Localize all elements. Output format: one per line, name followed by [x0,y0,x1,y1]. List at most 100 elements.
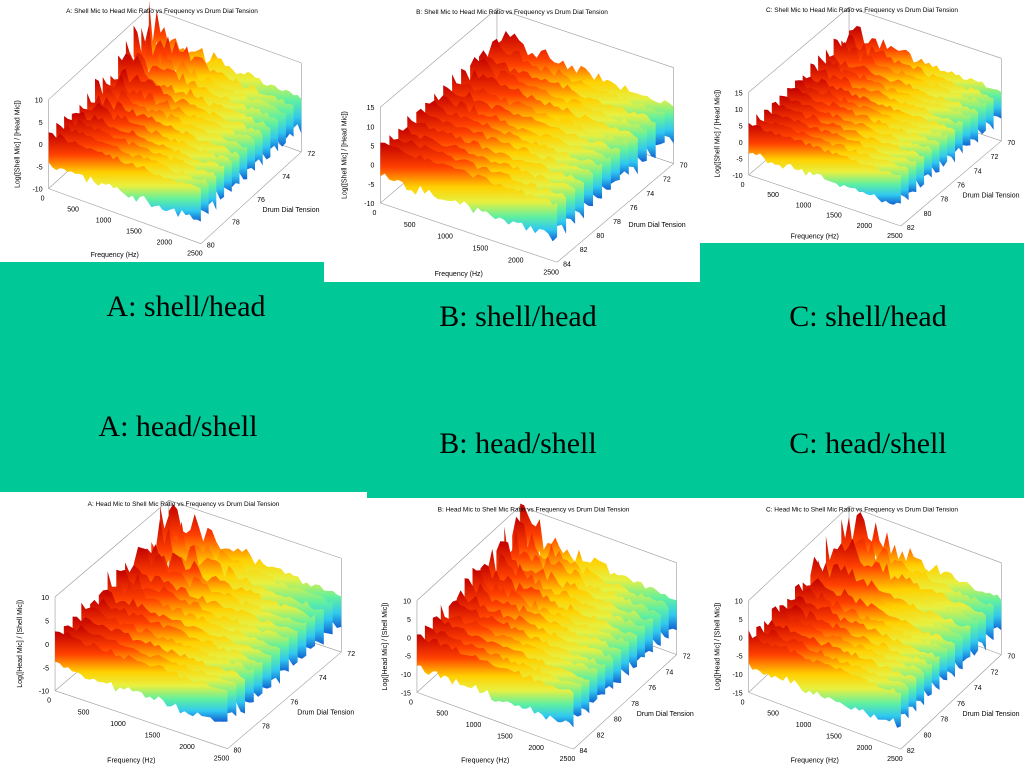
x-tick-label: 500 [67,207,79,214]
x-tick-label: 0 [741,182,745,189]
x-axis-label: Frequency (Hz) [91,252,139,259]
z-tick-label: 15 [735,90,743,97]
axis-line [900,140,1002,227]
y-tick-label: 72 [683,654,691,661]
plot-title: B: Shell Mic to Head Mic Ratio vs Freque… [416,9,608,16]
surface-plot: A: Head Mic to Shell Mic Ratio vs Freque… [17,499,355,764]
x-tick-label: 2500 [887,756,903,763]
x-tick-label: 1000 [437,234,453,241]
z-tick-label: -5 [36,164,42,171]
y-tick-label: 82 [907,225,915,232]
surface-strip [748,122,901,205]
x-tick-label: 2000 [528,745,544,752]
axis-line [200,151,302,244]
x-tick-label: 2000 [179,744,195,751]
plot-title: A: Head Mic to Shell Mic Ratio vs Freque… [88,501,280,508]
y-axis-label: Drum Dial Tension [962,192,1019,199]
x-tick-label: 2000 [508,257,524,264]
y-tick-label: 78 [613,219,621,226]
x-tick-label: 2000 [857,223,873,230]
plot-title: C: Shell Mic to Head Mic Ratio vs Freque… [766,7,958,14]
caption: B: head/shell [439,427,597,460]
y-axis-label: Drum Dial Tension [637,711,694,718]
plot-panel: A: Head Mic to Shell Mic Ratio vs Freque… [0,492,367,768]
x-tick-label: 1500 [826,213,842,220]
plot-panel: B: Head Mic to Shell Mic Ratio vs Freque… [367,498,700,768]
axis-line [380,202,558,263]
z-tick-label: 0 [39,142,43,149]
x-tick-label: 1500 [826,733,842,740]
axis-line [748,174,901,227]
axis-line [900,654,1002,750]
z-tick-label: 0 [739,635,743,642]
x-tick-label: 1000 [96,218,112,225]
y-axis-label: Drum Dial Tension [629,222,686,229]
z-tick-label: 5 [370,144,374,151]
z-tick-label: 0 [45,642,49,649]
axis-line [48,188,201,244]
y-tick-label: 84 [579,748,587,755]
x-tick-label: 1000 [796,722,812,729]
y-tick-label: 76 [257,197,265,204]
y-tick-label: 72 [347,651,355,658]
x-tick-label: 0 [409,699,413,706]
axis-line [168,499,342,559]
surface-strip [48,132,201,222]
y-tick-label: 72 [663,177,671,184]
y-tick-label: 76 [957,701,965,708]
x-tick-label: 2000 [157,240,173,247]
y-tick-label: 72 [991,669,999,676]
surface-plot: B: Head Mic to Shell Mic Ratio vs Freque… [382,503,694,765]
surface-plot: C: Head Mic to Shell Mic Ratio vs Freque… [714,505,1020,765]
y-tick-label: 82 [907,748,915,755]
y-tick-label: 72 [307,151,315,158]
y-tick-label: 76 [648,685,656,692]
x-axis-label: Frequency (Hz) [791,758,839,765]
y-tick-label: 80 [596,233,604,240]
y-tick-label: 80 [234,748,242,755]
y-tick-label: 70 [1007,140,1015,147]
z-tick-label: -5 [736,156,742,163]
z-tick-label: 5 [739,123,743,130]
x-tick-label: 1500 [497,733,513,740]
z-tick-label: -10 [32,187,42,194]
plot-panel: C: Shell Mic to Head Mic Ratio vs Freque… [700,0,1024,243]
y-tick-label: 80 [614,717,622,724]
axis-line [520,505,677,564]
surface-plot: A: Shell Mic to Head Mic Ratio vs Freque… [14,0,320,259]
x-axis-label: Frequency (Hz) [435,271,483,278]
z-tick-label: 10 [367,124,375,131]
y-tick-label: 76 [290,699,298,706]
x-tick-label: 500 [404,222,416,229]
z-tick-label: -5 [43,665,49,672]
z-tick-label: -5 [405,654,411,661]
x-axis-label: Frequency (Hz) [791,233,839,240]
y-tick-label: 76 [630,205,638,212]
z-axis-label: Log([Shell Mic] / [Head Mic]) [342,111,349,199]
x-tick-label: 1000 [466,722,482,729]
axis-line [748,692,901,750]
axis-line [48,7,150,100]
y-tick-label: 74 [974,685,982,692]
z-tick-label: -5 [736,654,742,661]
z-tick-label: 15 [367,105,375,112]
axis-line [573,654,677,750]
x-tick-label: 0 [741,699,745,706]
z-tick-label: 10 [35,98,43,105]
caption: C: head/shell [789,427,947,460]
z-tick-label: -10 [732,672,742,679]
surface-strip [416,634,574,728]
axis-line [848,505,1002,564]
y-axis-label: Drum Dial Tension [962,711,1019,718]
x-tick-label: 2500 [187,251,203,258]
x-tick-label: 500 [767,711,779,718]
x-axis-label: Frequency (Hz) [107,757,155,764]
z-tick-label: 0 [407,635,411,642]
y-tick-label: 78 [631,701,639,708]
y-tick-label: 74 [646,191,654,198]
x-tick-label: 1000 [110,721,126,728]
axis-line [380,8,498,108]
z-tick-label: 0 [739,140,743,147]
z-axis-label: Log([Shell Mic] / [Head Mic]) [714,90,721,178]
y-axis-label: Drum Dial Tension [262,207,319,214]
